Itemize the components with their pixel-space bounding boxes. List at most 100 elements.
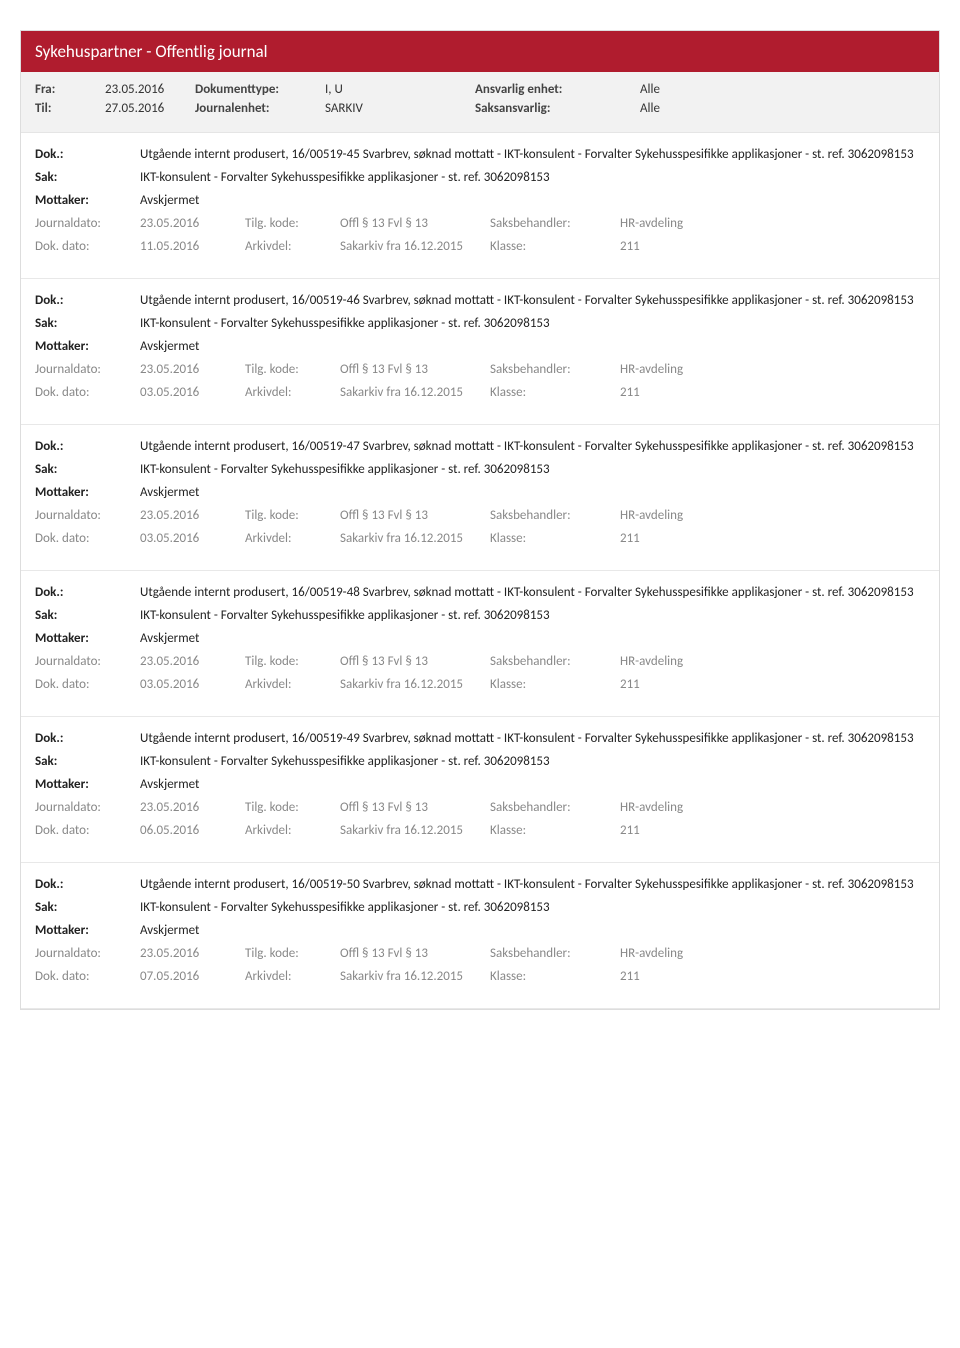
mottaker-value: Avskjermet xyxy=(140,923,925,938)
arkivdel-value: Sakarkiv fra 16.12.2015 xyxy=(340,823,490,838)
journaldato-value: 23.05.2016 xyxy=(140,508,245,523)
dokdato-value: 03.05.2016 xyxy=(140,385,245,400)
arkivdel-value: Sakarkiv fra 16.12.2015 xyxy=(340,531,490,546)
dokdato-value: 07.05.2016 xyxy=(140,969,245,984)
sak-label: Sak: xyxy=(35,900,140,915)
tilgkode-value: Offl § 13 Fvl § 13 xyxy=(340,946,490,961)
klasse-value: 211 xyxy=(620,823,760,838)
mottaker-value: Avskjermet xyxy=(140,631,925,646)
klasse-value: 211 xyxy=(620,969,760,984)
dok-label: Dok.: xyxy=(35,147,140,162)
journal-entry: Dok.: Utgående internt produsert, 16/005… xyxy=(21,717,939,863)
mottaker-value: Avskjermet xyxy=(140,485,925,500)
dokdato-label: Dok. dato: xyxy=(35,969,140,984)
tilgkode-label: Tilg. kode: xyxy=(245,216,340,231)
tilgkode-label: Tilg. kode: xyxy=(245,800,340,815)
dok-value: Utgående internt produsert, 16/00519-45 … xyxy=(140,147,925,162)
page-title-bar: Sykehuspartner - Offentlig journal xyxy=(21,31,939,72)
dokdato-label: Dok. dato: xyxy=(35,239,140,254)
tilgkode-label: Tilg. kode: xyxy=(245,362,340,377)
journal-entry: Dok.: Utgående internt produsert, 16/005… xyxy=(21,863,939,1009)
arkivdel-label: Arkivdel: xyxy=(245,677,340,692)
sak-value: IKT-konsulent - Forvalter Sykehusspesifi… xyxy=(140,608,925,623)
mottaker-value: Avskjermet xyxy=(140,339,925,354)
mottaker-label: Mottaker: xyxy=(35,777,140,792)
dokumenttype-label: Dokumenttype: xyxy=(195,82,325,97)
dok-label: Dok.: xyxy=(35,439,140,454)
sak-label: Sak: xyxy=(35,462,140,477)
sak-label: Sak: xyxy=(35,316,140,331)
dok-value: Utgående internt produsert, 16/00519-48 … xyxy=(140,585,925,600)
arkivdel-label: Arkivdel: xyxy=(245,239,340,254)
klasse-label: Klasse: xyxy=(490,823,620,838)
journaldato-label: Journaldato: xyxy=(35,216,140,231)
til-label: Til: xyxy=(35,101,105,116)
klasse-value: 211 xyxy=(620,239,760,254)
dok-label: Dok.: xyxy=(35,293,140,308)
arkivdel-label: Arkivdel: xyxy=(245,385,340,400)
mottaker-label: Mottaker: xyxy=(35,339,140,354)
dok-value: Utgående internt produsert, 16/00519-49 … xyxy=(140,731,925,746)
journaldato-value: 23.05.2016 xyxy=(140,946,245,961)
journaldato-label: Journaldato: xyxy=(35,362,140,377)
tilgkode-label: Tilg. kode: xyxy=(245,946,340,961)
dok-value: Utgående internt produsert, 16/00519-46 … xyxy=(140,293,925,308)
arkivdel-value: Sakarkiv fra 16.12.2015 xyxy=(340,969,490,984)
arkivdel-label: Arkivdel: xyxy=(245,823,340,838)
arkivdel-value: Sakarkiv fra 16.12.2015 xyxy=(340,239,490,254)
klasse-value: 211 xyxy=(620,677,760,692)
saksansvarlig-value: Alle xyxy=(640,101,780,116)
journaldato-label: Journaldato: xyxy=(35,946,140,961)
klasse-label: Klasse: xyxy=(490,677,620,692)
mottaker-label: Mottaker: xyxy=(35,193,140,208)
sak-value: IKT-konsulent - Forvalter Sykehusspesifi… xyxy=(140,754,925,769)
fra-value: 23.05.2016 xyxy=(105,82,195,97)
saksbehandler-value: HR-avdeling xyxy=(620,216,760,231)
tilgkode-value: Offl § 13 Fvl § 13 xyxy=(340,362,490,377)
arkivdel-label: Arkivdel: xyxy=(245,969,340,984)
page-title: Sykehuspartner - Offentlig journal xyxy=(35,41,268,62)
arkivdel-value: Sakarkiv fra 16.12.2015 xyxy=(340,677,490,692)
journal-entry: Dok.: Utgående internt produsert, 16/005… xyxy=(21,279,939,425)
ansvarlig-enhet-value: Alle xyxy=(640,82,780,97)
mottaker-value: Avskjermet xyxy=(140,777,925,792)
tilgkode-label: Tilg. kode: xyxy=(245,508,340,523)
dokdato-label: Dok. dato: xyxy=(35,531,140,546)
mottaker-label: Mottaker: xyxy=(35,631,140,646)
saksbehandler-value: HR-avdeling xyxy=(620,362,760,377)
sak-value: IKT-konsulent - Forvalter Sykehusspesifi… xyxy=(140,900,925,915)
dokdato-label: Dok. dato: xyxy=(35,385,140,400)
dokumenttype-value: I, U xyxy=(325,82,475,97)
mottaker-label: Mottaker: xyxy=(35,923,140,938)
dokdato-value: 11.05.2016 xyxy=(140,239,245,254)
tilgkode-label: Tilg. kode: xyxy=(245,654,340,669)
klasse-label: Klasse: xyxy=(490,239,620,254)
klasse-label: Klasse: xyxy=(490,385,620,400)
saksbehandler-label: Saksbehandler: xyxy=(490,654,620,669)
sak-value: IKT-konsulent - Forvalter Sykehusspesifi… xyxy=(140,316,925,331)
saksbehandler-label: Saksbehandler: xyxy=(490,362,620,377)
sak-label: Sak: xyxy=(35,608,140,623)
tilgkode-value: Offl § 13 Fvl § 13 xyxy=(340,800,490,815)
journaldato-label: Journaldato: xyxy=(35,654,140,669)
journalenhet-label: Journalenhet: xyxy=(195,101,325,116)
journaldato-value: 23.05.2016 xyxy=(140,216,245,231)
journaldato-value: 23.05.2016 xyxy=(140,654,245,669)
klasse-value: 211 xyxy=(620,385,760,400)
saksbehandler-label: Saksbehandler: xyxy=(490,508,620,523)
sak-label: Sak: xyxy=(35,754,140,769)
sak-value: IKT-konsulent - Forvalter Sykehusspesifi… xyxy=(140,170,925,185)
mottaker-label: Mottaker: xyxy=(35,485,140,500)
saksbehandler-label: Saksbehandler: xyxy=(490,800,620,815)
saksbehandler-label: Saksbehandler: xyxy=(490,946,620,961)
dok-label: Dok.: xyxy=(35,585,140,600)
dok-label: Dok.: xyxy=(35,877,140,892)
journal-entry: Dok.: Utgående internt produsert, 16/005… xyxy=(21,133,939,279)
journaldato-value: 23.05.2016 xyxy=(140,800,245,815)
saksbehandler-value: HR-avdeling xyxy=(620,800,760,815)
fra-label: Fra: xyxy=(35,82,105,97)
dok-label: Dok.: xyxy=(35,731,140,746)
journaldato-value: 23.05.2016 xyxy=(140,362,245,377)
tilgkode-value: Offl § 13 Fvl § 13 xyxy=(340,508,490,523)
klasse-label: Klasse: xyxy=(490,531,620,546)
